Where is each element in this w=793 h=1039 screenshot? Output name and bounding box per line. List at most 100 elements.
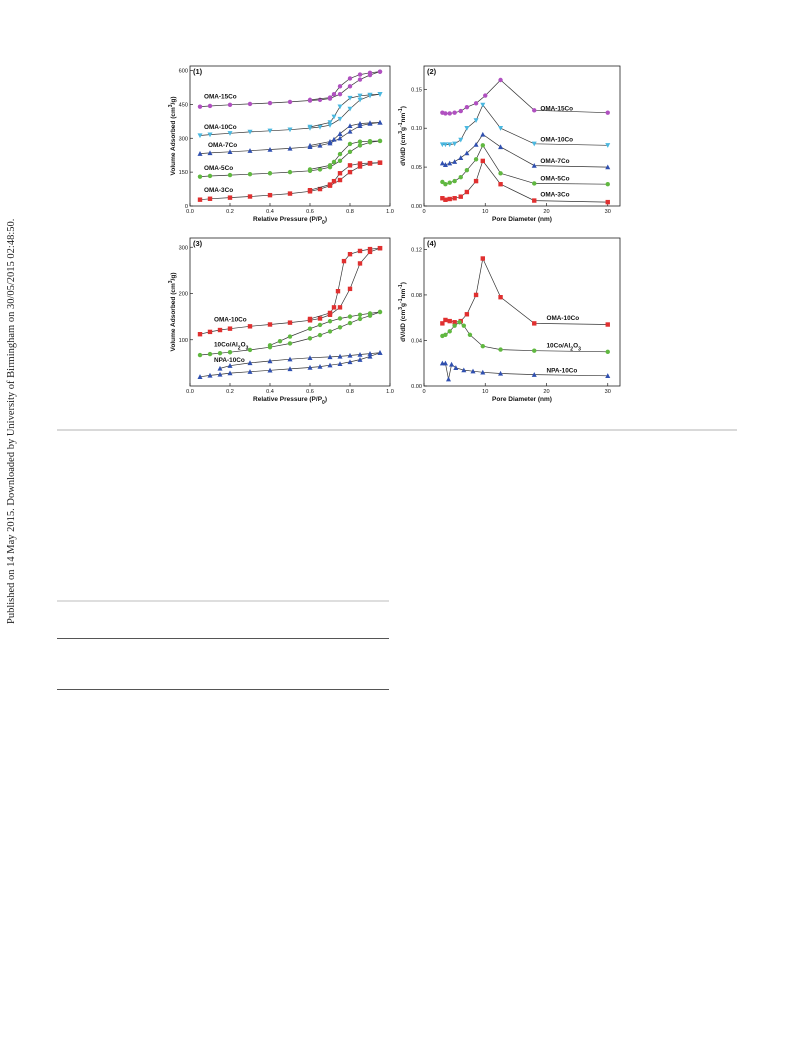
data-point (337, 353, 343, 359)
data-point (335, 288, 341, 294)
data-point (307, 326, 313, 331)
data-point (267, 367, 273, 373)
data-point (227, 370, 233, 376)
series-label: OMA-15Co (204, 94, 237, 101)
series-oma-10co (197, 245, 383, 337)
series-label: OMA-10Co (204, 124, 237, 131)
data-point (347, 359, 353, 365)
series-npa-10co (439, 360, 611, 382)
data-point (532, 198, 537, 203)
data-point (287, 356, 293, 362)
data-point (347, 106, 353, 112)
data-point (327, 182, 333, 187)
data-point (197, 133, 203, 139)
data-point (480, 343, 485, 349)
data-point (317, 167, 323, 172)
data-point (207, 173, 213, 179)
side-note-text: Published on 14 May 2015. Downloaded by … (6, 218, 17, 624)
data-point (287, 191, 293, 196)
data-point (367, 120, 373, 126)
panel-1-isotherms: (1) 0.0 0.2 0.4 0.6 0.8 1.0 0 150 300 450 600 Relati… (168, 58, 398, 228)
panel-1-svg: (1) 0.0 0.2 0.4 0.6 0.8 1.0 0 150 300 450 600 Relati… (168, 65, 394, 226)
data-point (347, 76, 353, 81)
data-point (327, 310, 333, 316)
data-point (317, 142, 323, 148)
data-point (307, 142, 313, 148)
data-point (207, 150, 213, 156)
panel-label: (2) (427, 67, 437, 76)
y-tick-label: 300 (179, 136, 188, 142)
data-point (531, 141, 537, 147)
data-point (447, 318, 452, 324)
x-tick-label: 0.4 (266, 389, 274, 395)
series-label: OMA-7Co (540, 158, 569, 165)
data-point (207, 196, 213, 201)
data-point (317, 322, 323, 328)
data-point (458, 155, 464, 160)
side-publication-note: Published on 14 May 2015. Downloaded by … (2, 212, 22, 624)
panel-4-pore-distribution: (4) 0 10 20 30 0.00 0.04 0.08 0.12 Pore Diameter … (398, 230, 628, 408)
data-point (605, 110, 610, 115)
data-point (498, 370, 504, 376)
data-point (227, 350, 233, 355)
data-point (327, 120, 333, 126)
data-point (247, 369, 253, 374)
data-point (347, 251, 353, 257)
y-tick-label: 0.12 (411, 247, 422, 253)
data-point (267, 146, 273, 152)
data-point (480, 131, 486, 137)
data-point (267, 171, 273, 176)
data-point (267, 358, 273, 364)
data-point (605, 349, 610, 355)
data-point (440, 196, 445, 201)
data-point (337, 151, 343, 157)
data-point (197, 174, 203, 179)
data-point (247, 194, 253, 199)
data-point (327, 354, 333, 360)
y-tick-label: 0.00 (411, 204, 422, 210)
data-point (367, 160, 373, 166)
table-top-rule (57, 600, 389, 602)
series-oma-10co (197, 92, 383, 139)
data-point (447, 111, 452, 116)
data-point (473, 118, 479, 124)
data-point (367, 249, 373, 255)
data-point (357, 312, 363, 317)
data-point (377, 245, 383, 251)
data-point (347, 149, 353, 155)
x-tick-label: 20 (543, 209, 549, 215)
data-point (347, 95, 353, 101)
data-point (464, 105, 470, 110)
data-point (197, 374, 203, 379)
series-label: NPA-10Co (547, 367, 578, 374)
panel-label: (1) (193, 67, 203, 76)
data-point (267, 100, 273, 106)
data-point (377, 160, 383, 165)
data-point (367, 311, 373, 316)
series-10co-al2o3 (197, 309, 383, 358)
x-tick-label: 0.0 (186, 389, 194, 395)
data-point (287, 334, 293, 339)
x-tick-label: 0.6 (306, 389, 314, 395)
data-point (452, 110, 457, 115)
data-point (532, 321, 537, 326)
data-point (327, 95, 333, 100)
panel-3-svg: (3) 0.0 0.2 0.4 0.6 0.8 1.0 100 200 300 Relative P… (168, 237, 394, 406)
series-label: 10Co/Al2O3 (214, 342, 249, 352)
data-point (307, 336, 313, 341)
data-point (327, 122, 333, 128)
data-point (470, 368, 476, 374)
data-point (287, 99, 293, 105)
series-oma-3co (197, 160, 383, 202)
data-point (367, 246, 373, 252)
data-point (247, 347, 253, 353)
data-point (464, 189, 470, 195)
data-point (452, 323, 457, 328)
data-point (337, 177, 343, 183)
data-point (498, 144, 504, 150)
data-point (480, 102, 486, 108)
data-point (447, 142, 453, 148)
desorption-line (309, 247, 381, 320)
data-point (357, 97, 363, 103)
data-point (467, 332, 473, 337)
